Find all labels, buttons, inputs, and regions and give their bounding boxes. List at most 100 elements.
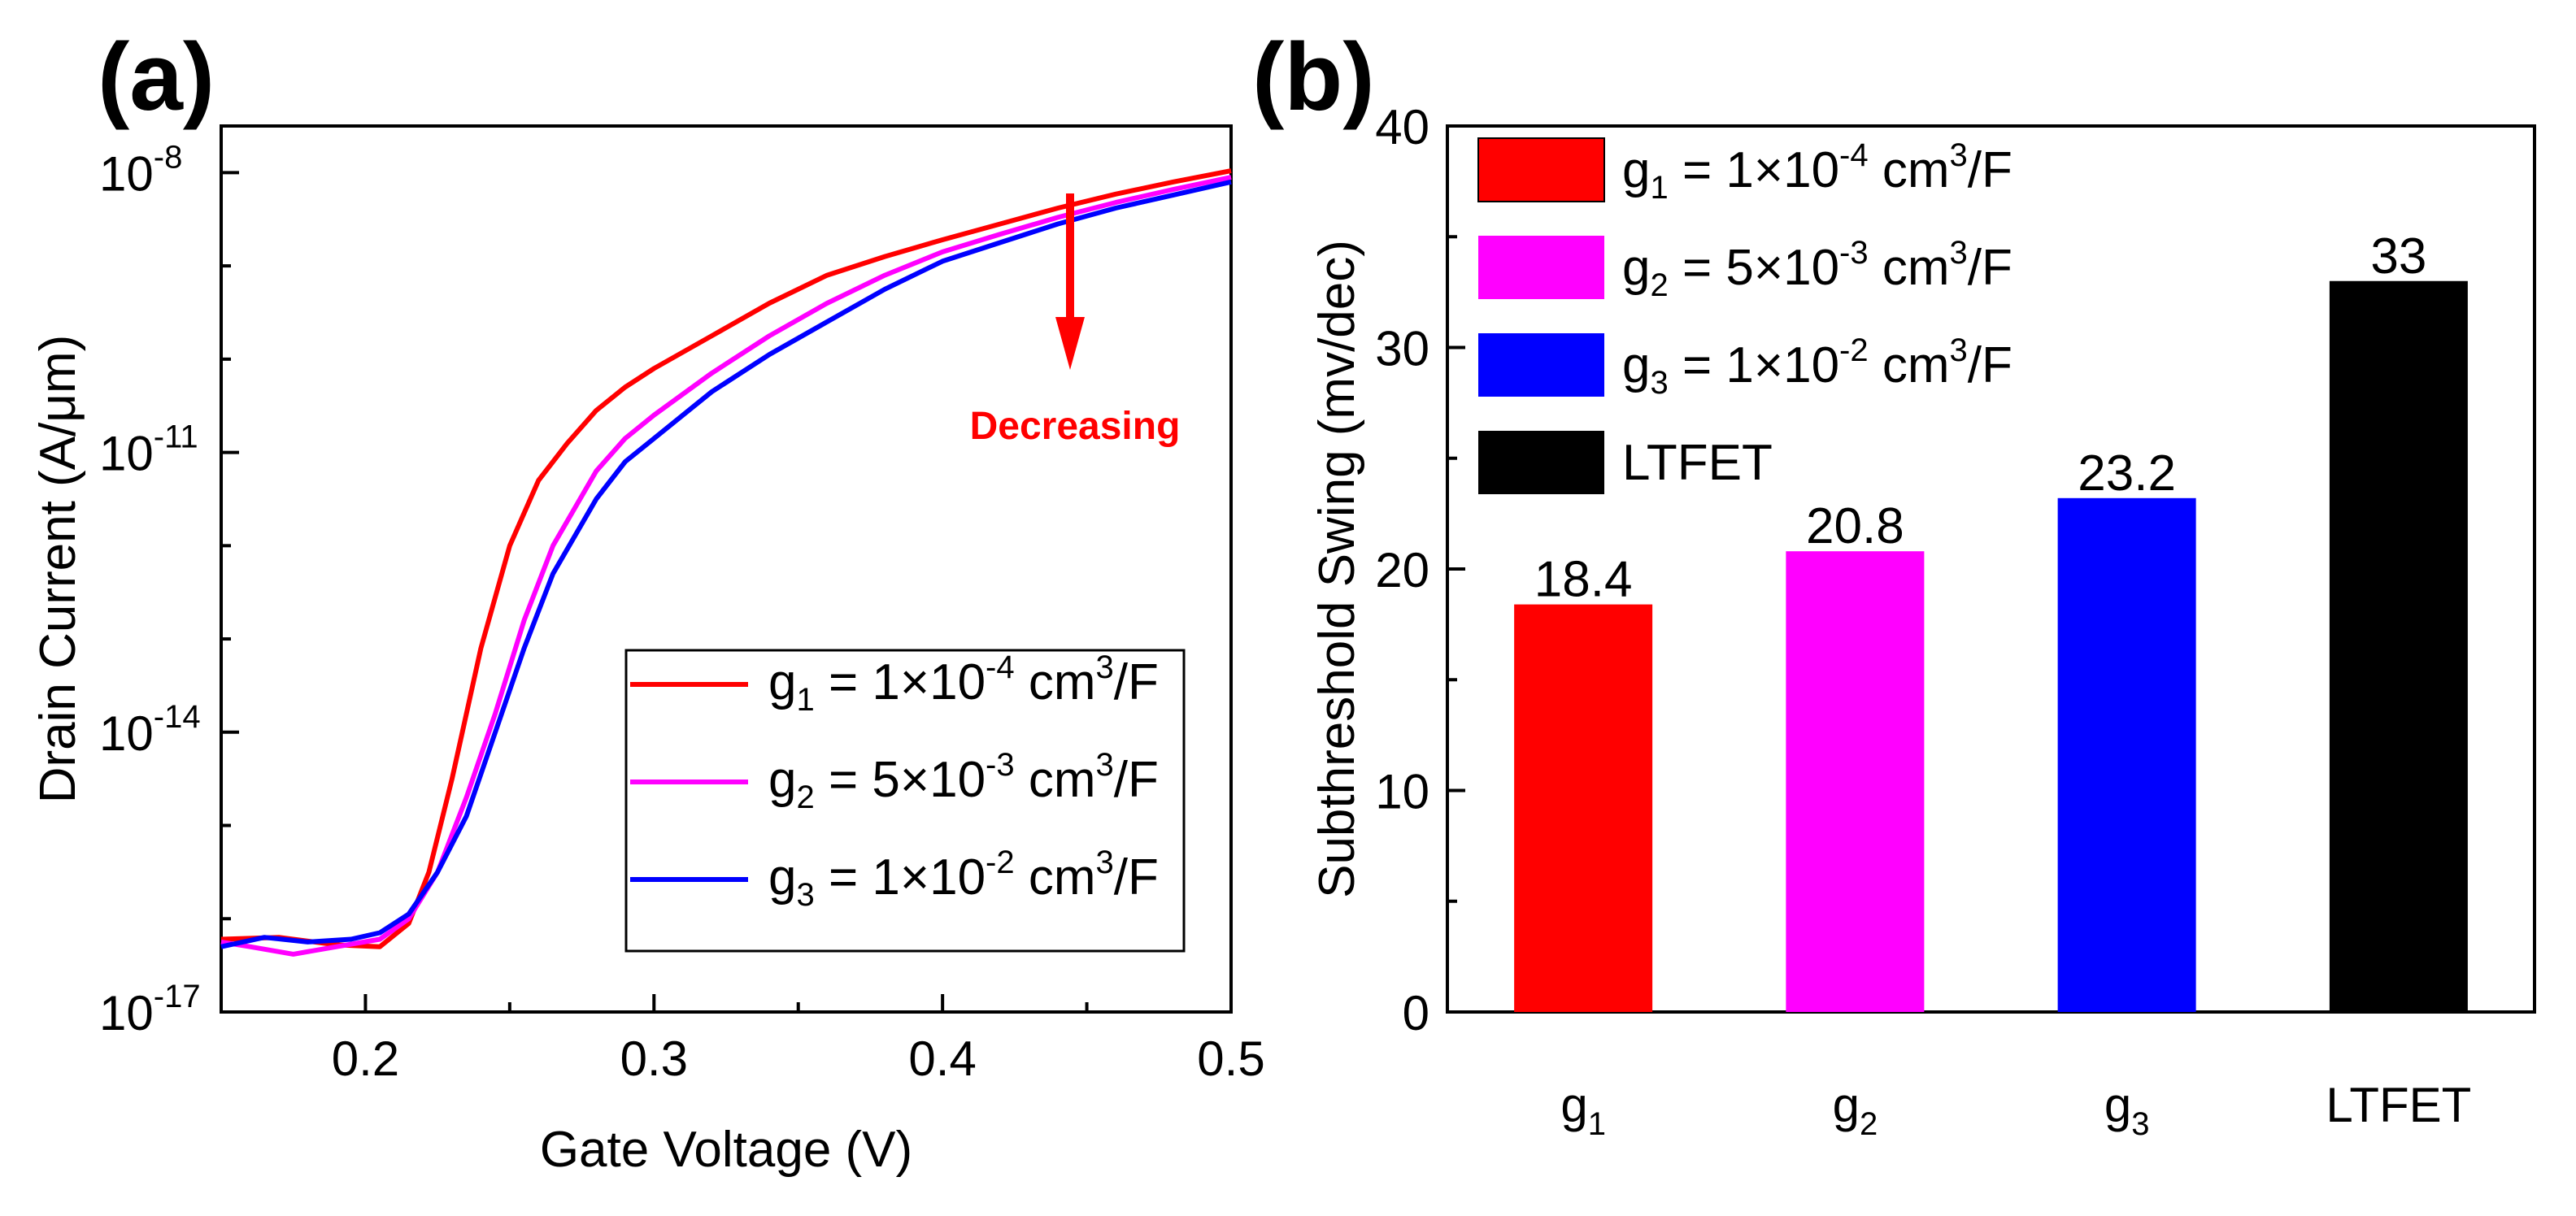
category-base: LTFET xyxy=(2326,1078,2471,1132)
legend-g3-sub: 3 xyxy=(796,877,814,913)
legend-swatch-g2 xyxy=(1478,236,1604,299)
legend-swatch-g1 xyxy=(1477,137,1605,202)
y-tick-base: 10 xyxy=(99,427,154,481)
legend-g2-unit: cm xyxy=(1015,752,1096,808)
panel-a-ylabel: Drain Current (A/μm) xyxy=(30,335,86,804)
legend-label-g3: g3 = 1×10-2 cm3/F xyxy=(1622,332,2012,401)
legend-g2-tail: /F xyxy=(1968,240,2012,296)
legend-g2-sup: -3 xyxy=(986,747,1015,783)
legend-g3-sub: 3 xyxy=(1650,365,1668,401)
category-base: g xyxy=(1833,1078,1860,1132)
panel-a-plot-frame xyxy=(220,124,1233,1014)
bar-g2 xyxy=(1786,551,1925,1012)
y-tick-exponent: -8 xyxy=(154,139,183,175)
x-tick-label: 0.5 xyxy=(1197,1031,1264,1086)
y-tick-label: 30 xyxy=(1375,322,1429,376)
legend-g3-base: g xyxy=(1622,337,1650,393)
bar-value-label: 20.8 xyxy=(1806,498,1904,554)
legend-g3-tail: /F xyxy=(1114,849,1159,905)
panel-a-xlabel: Gate Voltage (V) xyxy=(540,1122,912,1178)
category-base: g xyxy=(2104,1078,2131,1132)
legend-g2-unit-sup: 3 xyxy=(1096,747,1114,783)
legend-label-ltfet: LTFET xyxy=(1622,435,1773,491)
legend-g1-sup: -4 xyxy=(986,649,1015,685)
legend-g1-base: g xyxy=(1622,142,1650,198)
y-tick-label: 10-14 xyxy=(99,699,201,761)
legend-label-g3: g3 = 1×10-2 cm3/F xyxy=(768,845,1159,913)
legend-g3-mid: = 1×10 xyxy=(1669,337,1839,393)
y-tick-label: 10-11 xyxy=(99,419,198,481)
legend-swatch-ltfet xyxy=(1478,431,1604,494)
bar-value-label: 18.4 xyxy=(1534,552,1633,608)
series-line-g2 xyxy=(220,175,1232,957)
y-tick-label: 40 xyxy=(1375,100,1429,154)
panel-a-legend-entries: g1 = 1×10-4 cm3/Fg2 = 5×10-3 cm3/Fg3 = 1… xyxy=(630,649,1159,913)
y-tick-exponent: -17 xyxy=(154,979,201,1014)
bar-g1 xyxy=(1514,604,1653,1012)
x-category-label: g1 xyxy=(1560,1078,1606,1142)
series-line-g1 xyxy=(220,168,1232,949)
legend-g1-mid: = 1×10 xyxy=(1669,142,1839,198)
legend-g3-unit: cm xyxy=(1869,337,1950,393)
legend-label-g1: g1 = 1×10-4 cm3/F xyxy=(768,649,1159,718)
panel-b-ticks: 0 10 20 30 40 xyxy=(1375,100,1465,1040)
y-tick-exponent: -11 xyxy=(154,419,198,455)
legend-g2-sup: -3 xyxy=(1839,235,1869,271)
legend-g3-unit-sup: 3 xyxy=(1096,845,1114,880)
panel-a-label: (a) xyxy=(98,24,215,131)
legend-g3-tail: /F xyxy=(1968,337,2012,393)
legend-g2-mid: = 5×10 xyxy=(815,752,986,808)
legend-g1-unit: cm xyxy=(1015,654,1096,710)
legend-g3-unit: cm xyxy=(1015,849,1096,905)
x-category-label: g3 xyxy=(2104,1078,2150,1142)
decreasing-arrow-icon xyxy=(1055,193,1085,370)
legend-g2-base: g xyxy=(768,752,796,808)
legend-g3-sup: -2 xyxy=(1839,332,1869,368)
x-category-label: g2 xyxy=(1833,1078,1878,1142)
y-tick-exponent: -14 xyxy=(154,699,201,735)
legend-ltfet-base: LTFET xyxy=(1622,435,1773,491)
legend-g2-base: g xyxy=(1622,240,1650,296)
legend-g2-sub: 2 xyxy=(796,780,814,815)
x-tick-label: 0.3 xyxy=(620,1031,688,1086)
legend-g2-unit-sup: 3 xyxy=(1950,235,1968,271)
legend-label-g2: g2 = 5×10-3 cm3/F xyxy=(1622,235,2012,303)
legend-g1-base: g xyxy=(768,654,796,710)
legend-g3-sup: -2 xyxy=(986,845,1015,880)
legend-label-g2: g2 = 5×10-3 cm3/F xyxy=(768,747,1159,815)
legend-g2-mid: = 5×10 xyxy=(1669,240,1839,296)
legend-g2-unit: cm xyxy=(1869,240,1950,296)
x-category-label: LTFET xyxy=(2326,1078,2471,1132)
legend-g3-base: g xyxy=(768,849,796,905)
legend-g1-unit: cm xyxy=(1869,142,1950,198)
panel-b-ylabel: Subthreshold Swing (mv/dec) xyxy=(1309,240,1365,898)
legend-g1-tail: /F xyxy=(1114,654,1159,710)
y-tick-label: 10-17 xyxy=(99,979,201,1040)
y-tick-label: 10 xyxy=(1375,765,1429,819)
decreasing-annotation: Decreasing xyxy=(970,405,1181,448)
bar-value-label: 33 xyxy=(2370,228,2426,284)
legend-swatch-g3 xyxy=(1478,333,1604,397)
y-tick-label: 0 xyxy=(1403,986,1429,1040)
legend-g2-sub: 2 xyxy=(1650,267,1668,303)
category-sub: 2 xyxy=(1860,1106,1878,1142)
y-tick-label: 20 xyxy=(1375,543,1429,597)
panel-a-series-lines xyxy=(220,168,1232,957)
legend-label-g1: g1 = 1×10-4 cm3/F xyxy=(1622,137,2012,206)
x-tick-label: 0.2 xyxy=(332,1031,399,1086)
bar-ltfet xyxy=(2329,280,2468,1012)
bar-g3 xyxy=(2057,497,2196,1012)
legend-g1-mid: = 1×10 xyxy=(815,654,986,710)
legend-g1-sub: 1 xyxy=(796,682,814,718)
panel-b-legend: g1 = 1×10-4 cm3/Fg2 = 5×10-3 cm3/Fg3 = 1… xyxy=(1477,137,2012,494)
y-tick-label: 10-8 xyxy=(99,139,182,201)
series-line-g3 xyxy=(220,179,1232,949)
panel-a-legend xyxy=(624,649,1186,953)
category-sub: 1 xyxy=(1588,1106,1606,1142)
y-tick-base: 10 xyxy=(99,986,154,1040)
legend-g1-sup: -4 xyxy=(1839,137,1869,173)
